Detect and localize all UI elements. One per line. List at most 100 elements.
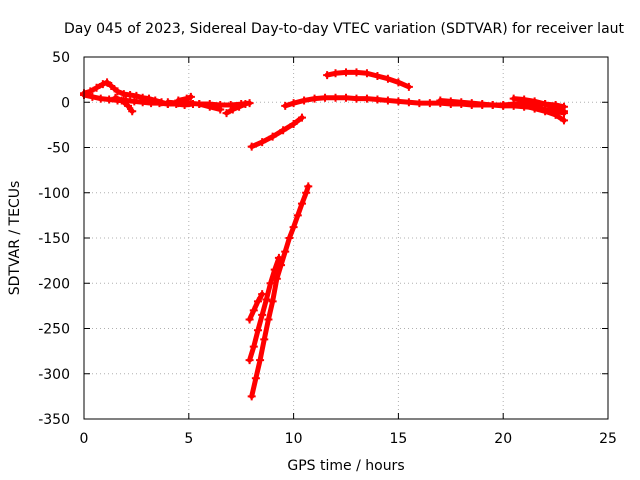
data-point xyxy=(541,100,550,109)
data-point xyxy=(130,97,139,106)
data-point xyxy=(270,265,279,274)
data-point xyxy=(289,119,298,128)
data-point xyxy=(530,104,539,113)
data-point xyxy=(155,99,164,108)
data-point xyxy=(499,101,508,110)
data-point xyxy=(297,113,306,122)
series-trace xyxy=(247,291,265,322)
data-point xyxy=(415,99,424,108)
data-point xyxy=(293,211,302,220)
data-point xyxy=(262,295,271,304)
data-point xyxy=(304,182,313,191)
data-point xyxy=(105,95,114,104)
x-tick-label: 5 xyxy=(184,431,193,447)
y-tick-label: -50 xyxy=(47,141,70,157)
data-point xyxy=(394,78,403,87)
data-point xyxy=(249,342,258,351)
series-arc-3 xyxy=(111,93,137,116)
data-point xyxy=(281,101,290,110)
y-axis-label: SDTVAR / TECUs xyxy=(7,181,23,296)
data-point xyxy=(98,80,107,89)
data-point xyxy=(404,98,413,107)
data-point xyxy=(425,99,434,108)
data-point xyxy=(107,81,116,90)
data-point xyxy=(509,101,518,110)
chart-title: Day 045 of 2023, Sidereal Day-to-day VTE… xyxy=(64,21,625,37)
data-point xyxy=(362,94,371,103)
data-point xyxy=(253,326,262,335)
data-point xyxy=(551,110,560,119)
data-point xyxy=(258,138,267,147)
data-point xyxy=(352,94,361,103)
data-point xyxy=(251,374,260,383)
data-point xyxy=(362,69,371,78)
y-tick-label: -150 xyxy=(38,231,70,247)
y-tick-label: -350 xyxy=(38,412,70,428)
data-point xyxy=(111,93,120,102)
data-point xyxy=(268,132,277,141)
data-point xyxy=(253,297,262,306)
data-point xyxy=(266,279,275,288)
data-point xyxy=(352,68,361,77)
data-point xyxy=(285,234,294,242)
data-point xyxy=(342,93,350,102)
series-arc-1 xyxy=(80,78,172,109)
data-point xyxy=(559,107,568,116)
data-point xyxy=(226,100,235,109)
series-arc-12 xyxy=(520,101,568,125)
data-point xyxy=(457,98,466,107)
x-tick-label: 0 xyxy=(80,431,89,447)
data-point xyxy=(279,126,288,135)
data-point xyxy=(467,99,476,108)
data-point xyxy=(96,94,105,103)
data-point xyxy=(117,96,126,105)
data-point xyxy=(559,116,568,125)
data-point xyxy=(274,253,283,262)
data-point xyxy=(124,101,133,110)
data-point xyxy=(128,107,137,116)
data-point xyxy=(195,100,204,109)
data-point xyxy=(258,310,267,319)
series-arc-14 xyxy=(247,182,313,401)
y-tick-label: -250 xyxy=(38,322,70,338)
data-point xyxy=(541,107,550,116)
data-point xyxy=(235,102,244,111)
x-tick-label: 10 xyxy=(285,431,303,447)
data-point xyxy=(383,96,392,105)
data-point xyxy=(289,223,298,232)
series-arc-16 xyxy=(245,290,267,324)
data-point xyxy=(245,315,254,324)
y-tick-label: -100 xyxy=(38,186,70,202)
data-point xyxy=(520,101,529,110)
series-arc-15 xyxy=(245,253,283,365)
grid-lines xyxy=(84,57,608,419)
data-point xyxy=(258,290,267,299)
data-point xyxy=(88,92,97,101)
data-point xyxy=(394,97,403,106)
series-arc-5 xyxy=(174,92,195,105)
data-point xyxy=(241,100,250,109)
x-tick-label: 25 xyxy=(599,431,617,447)
data-point xyxy=(132,91,141,100)
data-point xyxy=(436,96,445,105)
data-point xyxy=(404,82,413,91)
data-point xyxy=(373,95,382,104)
data-point xyxy=(342,68,350,77)
data-point xyxy=(222,109,231,118)
data-point xyxy=(186,92,195,101)
data-point xyxy=(103,78,112,87)
data-point xyxy=(113,87,122,96)
y-tick-label: 0 xyxy=(61,95,70,111)
data-point xyxy=(92,83,101,92)
data-point xyxy=(138,98,147,107)
data-point xyxy=(302,188,311,197)
data-point xyxy=(488,100,497,109)
data-point xyxy=(228,105,237,114)
data-point xyxy=(300,96,309,105)
data-point xyxy=(182,94,191,103)
data-point xyxy=(373,72,382,81)
series-arc-11 xyxy=(509,94,568,116)
data-point xyxy=(247,392,256,401)
plot-marks xyxy=(80,68,568,401)
